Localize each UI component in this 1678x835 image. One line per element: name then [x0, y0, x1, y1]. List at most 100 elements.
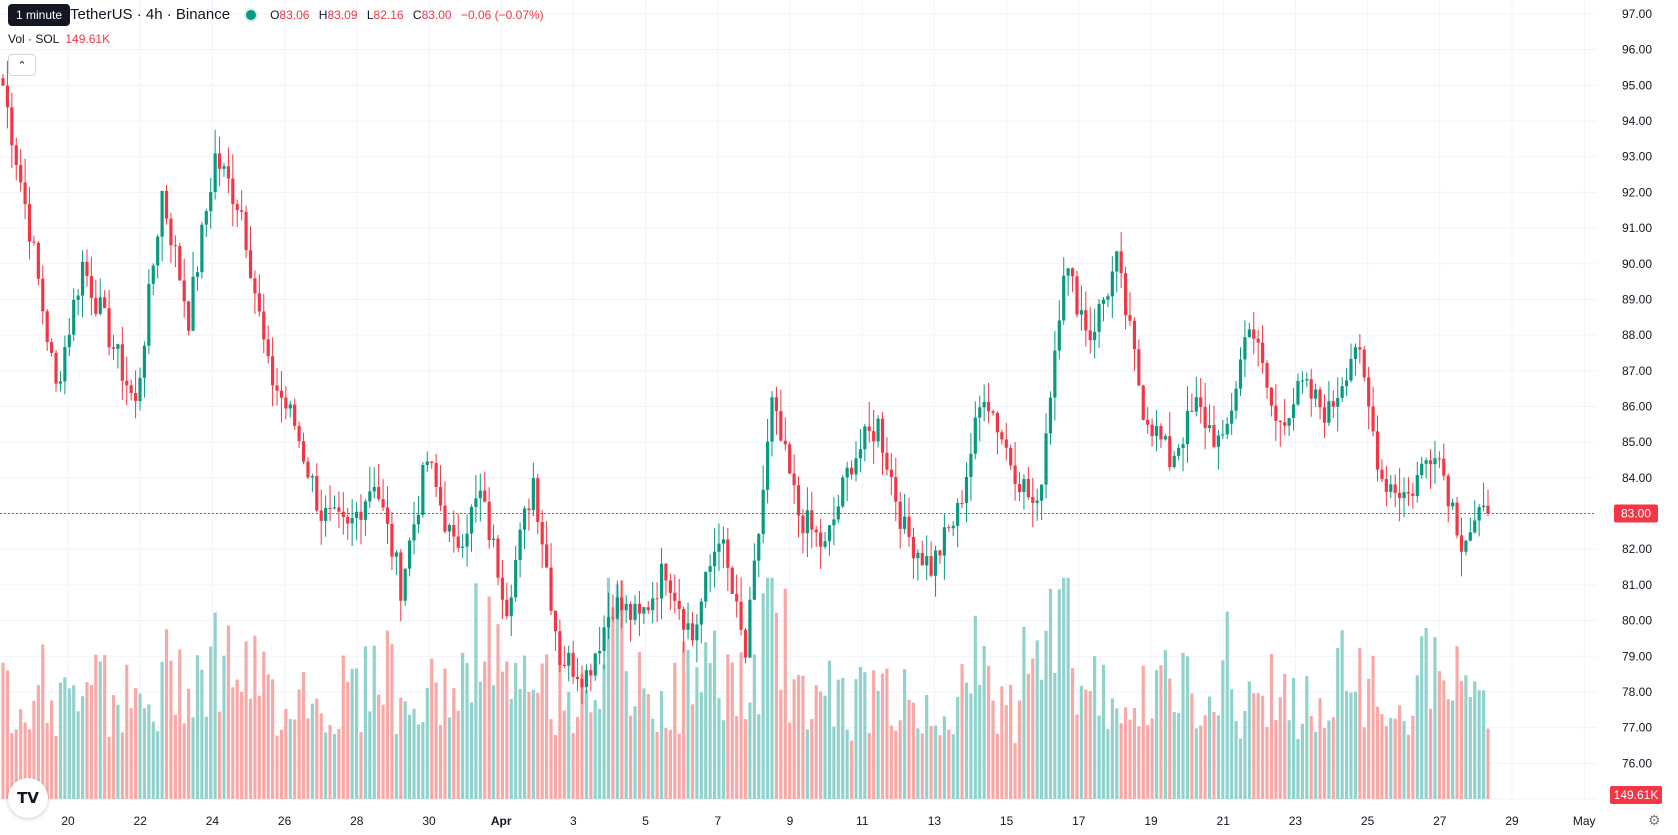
- candle-body: [514, 559, 518, 598]
- candle-body: [368, 491, 372, 502]
- volume-bar: [1256, 693, 1260, 799]
- candle-body: [995, 412, 1000, 433]
- candle-body: [1035, 500, 1039, 503]
- candle-body: [796, 485, 801, 516]
- market-status-icon[interactable]: [244, 7, 259, 22]
- volume-bar: [872, 670, 876, 799]
- close-label: C: [412, 7, 422, 22]
- symbol-legend: TetherUS · 4h · Binance O83.06 H83.09 L8…: [8, 6, 550, 23]
- volume-bar: [324, 732, 328, 799]
- candle-body: [94, 297, 98, 314]
- candle-body: [191, 276, 195, 331]
- volume-bar: [545, 654, 549, 799]
- volume-bar: [1035, 640, 1039, 799]
- candle-body: [849, 467, 854, 475]
- candle-body: [306, 461, 310, 478]
- volume-bar: [89, 684, 93, 799]
- volume-bar: [5, 670, 10, 799]
- price-tick-label: 81.00: [1622, 578, 1652, 592]
- candle-body: [1004, 439, 1008, 448]
- candle-body: [350, 517, 354, 524]
- volume-bar: [986, 665, 991, 799]
- collapse-legend-button[interactable]: ⌃: [8, 54, 36, 76]
- volume-bar: [889, 725, 893, 799]
- volume-bar: [1168, 678, 1172, 799]
- volume-bar: [752, 654, 756, 799]
- time-tick-label: 20: [61, 814, 75, 828]
- candle-body: [1203, 406, 1207, 428]
- candle-body: [673, 592, 677, 601]
- price-tick-label: 94.00: [1622, 114, 1652, 128]
- volume-bar: [1269, 654, 1274, 799]
- volume-bar: [103, 655, 107, 799]
- candle-body: [1062, 275, 1066, 321]
- time-tick-label: 27: [1433, 814, 1447, 828]
- volume-bar: [187, 688, 191, 799]
- volume-bar: [10, 733, 14, 799]
- volume-bar: [452, 687, 456, 799]
- volume-bar: [438, 724, 443, 799]
- volume-bar: [518, 688, 522, 799]
- candle-body: [284, 397, 288, 409]
- volume-bar: [1079, 685, 1083, 799]
- candle-body: [1212, 425, 1216, 447]
- time-tick-label: 7: [714, 814, 721, 828]
- candle-body: [1026, 479, 1030, 498]
- volume-bar: [584, 690, 588, 799]
- volume-bar: [275, 735, 279, 799]
- volume-bar: [1380, 713, 1384, 799]
- candle-body: [1185, 410, 1190, 445]
- candle-body: [147, 283, 151, 346]
- candle-body: [1274, 405, 1278, 421]
- low-value: 82.16: [373, 7, 404, 22]
- candle-body: [951, 525, 955, 529]
- tradingview-logo-icon[interactable]: TV: [8, 778, 48, 818]
- candle-body: [1079, 310, 1083, 315]
- volume-bar: [757, 714, 761, 799]
- volume-bar: [310, 703, 314, 799]
- volume-bar: [1009, 684, 1013, 799]
- time-tick-label: 28: [350, 814, 364, 828]
- volume-bar: [1230, 689, 1234, 799]
- volume-bar: [655, 731, 659, 799]
- volume-bar: [1464, 675, 1468, 799]
- volume-bar: [182, 723, 186, 799]
- candle-body: [549, 567, 553, 611]
- volume-bar: [368, 711, 372, 799]
- volume-bar: [615, 584, 619, 799]
- volume-bar: [1371, 655, 1375, 799]
- candle-body: [1353, 347, 1358, 359]
- candle-body: [571, 652, 575, 677]
- candle-body: [1022, 479, 1026, 492]
- gear-icon[interactable]: ⚙: [1648, 812, 1661, 828]
- candle-body: [1344, 380, 1349, 387]
- volume-bar: [271, 679, 275, 799]
- candle-body: [120, 344, 124, 381]
- candle-body: [805, 510, 809, 534]
- volume-bar: [717, 698, 721, 799]
- candle-body: [67, 334, 71, 348]
- volume-bar: [1088, 691, 1092, 799]
- candle-body: [1172, 455, 1176, 468]
- volume-bar: [421, 722, 425, 799]
- volume-bar: [1154, 670, 1159, 799]
- candle-body: [156, 236, 160, 266]
- volume-bar: [341, 655, 345, 799]
- volume-bar: [1128, 719, 1132, 799]
- candle-body: [1247, 329, 1251, 338]
- candle-body: [1168, 436, 1172, 468]
- volume-bar: [346, 681, 350, 799]
- time-axis[interactable]: 20 22 24 26 28 30 Apr 3 5 7 9 11 13 15 17 19 21 23 25 27 29 M…: [61, 814, 1595, 828]
- volume-bar: [686, 649, 690, 799]
- volume-bar: [1278, 697, 1282, 799]
- volume-label[interactable]: Vol · SOL: [8, 32, 60, 46]
- symbol-title[interactable]: TetherUS · 4h · Binance: [70, 6, 231, 23]
- candle-body: [1322, 407, 1327, 423]
- volume-bar: [832, 726, 836, 799]
- time-tick-label: 26: [278, 814, 292, 828]
- price-axis[interactable]: 75.0076.0077.0078.0079.0080.0081.0082.00…: [1596, 0, 1678, 835]
- candle-body: [45, 311, 49, 343]
- price-tick-label: 96.00: [1622, 43, 1652, 57]
- candle-body: [346, 516, 350, 524]
